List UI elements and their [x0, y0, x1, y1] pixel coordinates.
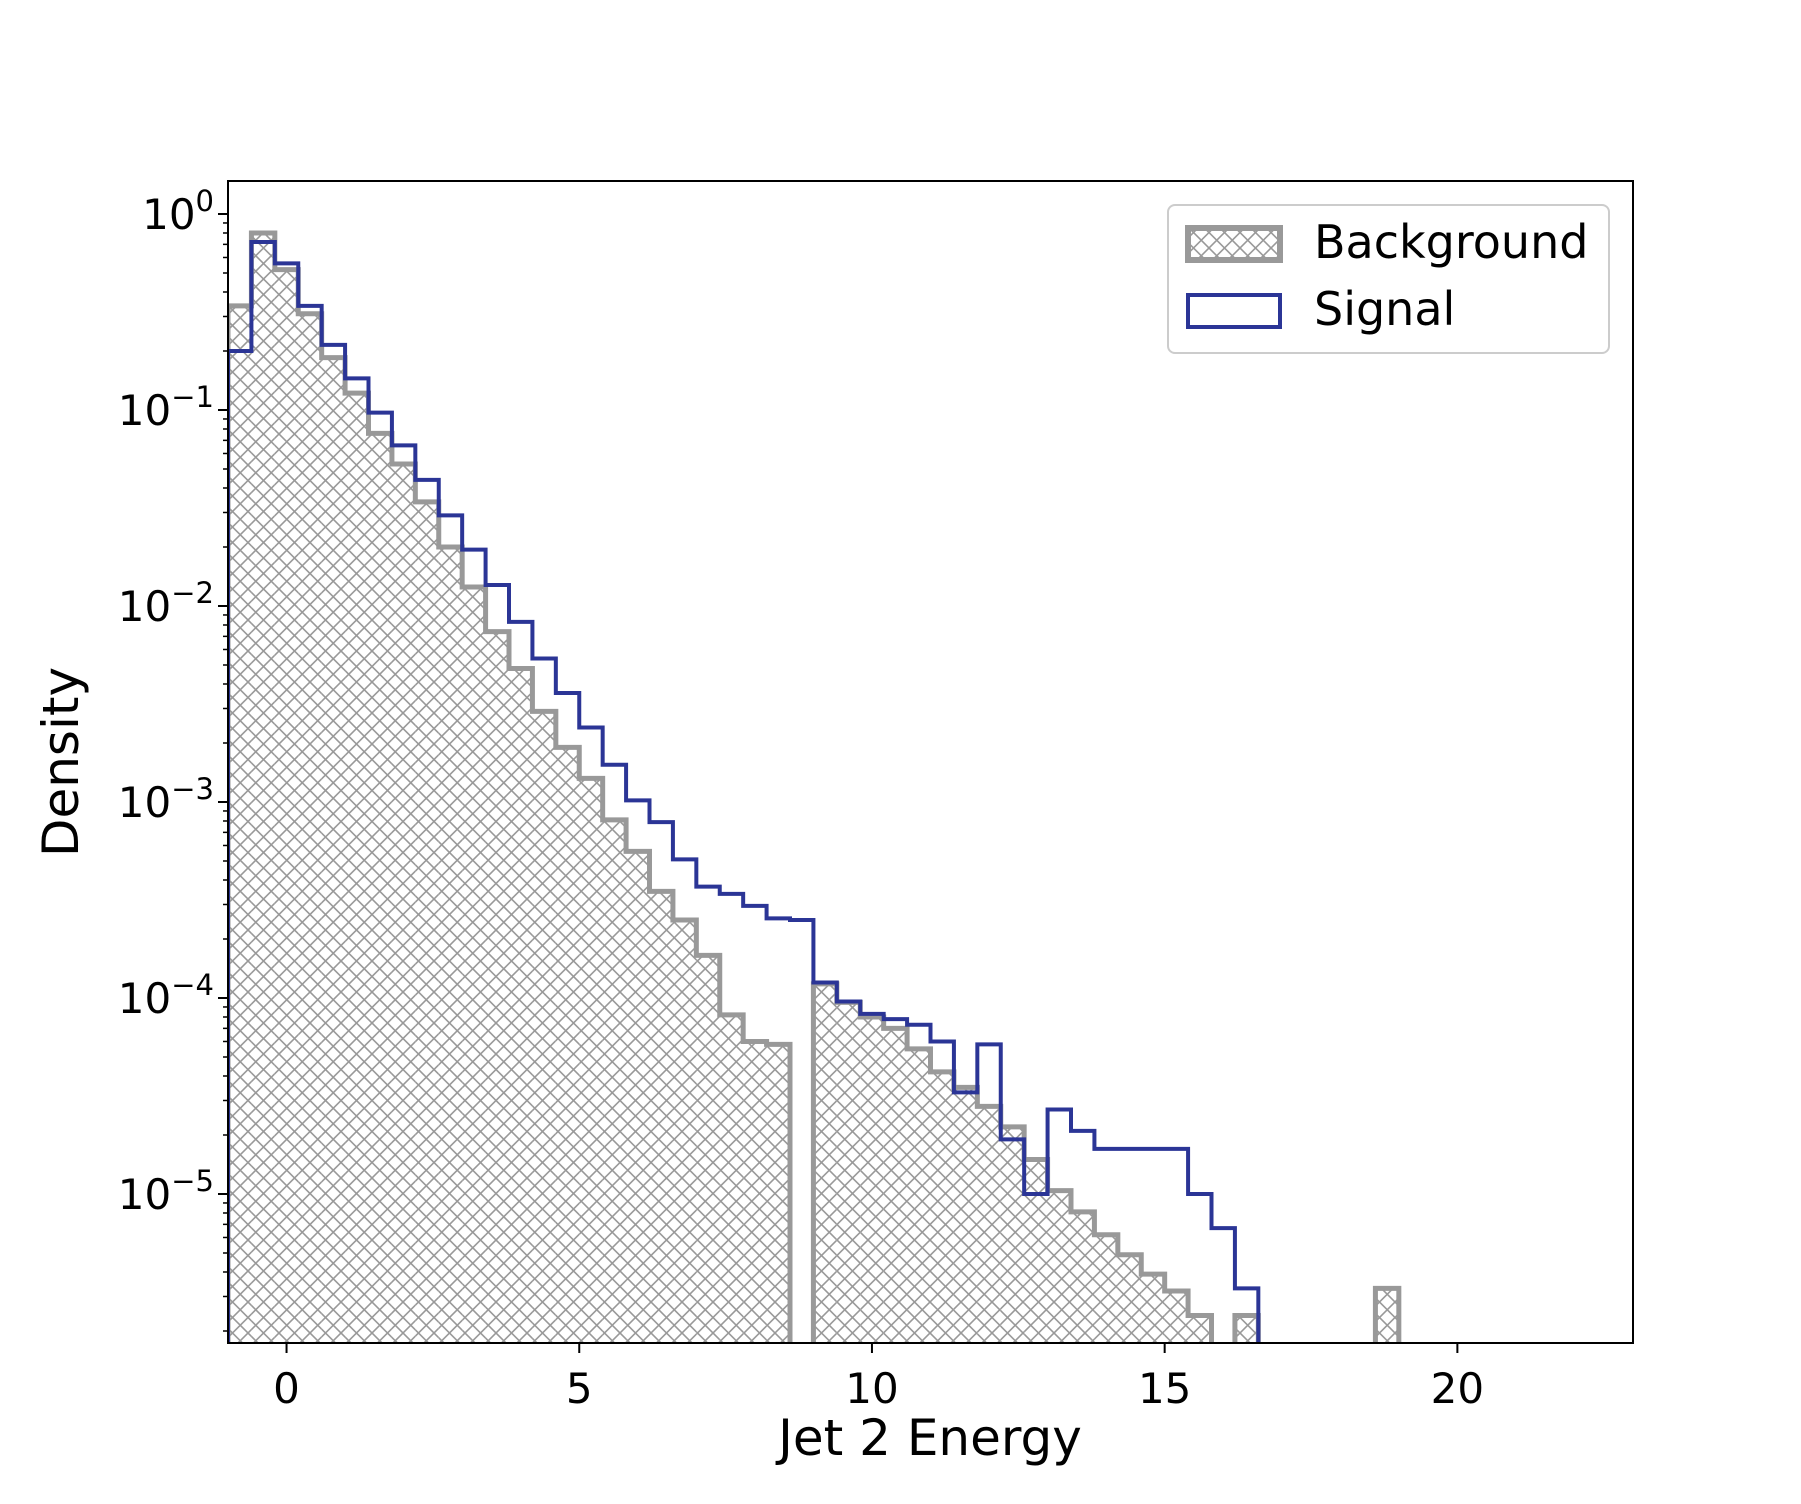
background-bar [368, 433, 392, 1343]
y-tick-label: 10−3 [118, 772, 214, 827]
x-tick-label: 0 [273, 1364, 300, 1413]
legend: Background Signal [1167, 204, 1610, 354]
background-bar [626, 851, 650, 1343]
x-tick-label: 15 [1138, 1364, 1191, 1413]
background-bar [1071, 1211, 1095, 1343]
x-tick-label: 10 [845, 1364, 898, 1413]
background-bar [438, 546, 463, 1343]
ticks-layer: 0 5 10 15 20 100 10−1 10−2 10−3 10−4 10−5 [118, 184, 1484, 1413]
background-bar [1024, 1159, 1048, 1343]
background-bar [1164, 1290, 1189, 1343]
background-bar [1117, 1254, 1142, 1343]
y-tick-label: 10−5 [118, 1164, 214, 1219]
plot-frame [227, 180, 1634, 1344]
background-bar [298, 313, 322, 1343]
series-layer [228, 230, 1402, 1343]
background-bar [579, 778, 603, 1343]
x-tick-label: 5 [566, 1364, 593, 1413]
background-bar [345, 393, 369, 1343]
background-bar [1188, 1315, 1212, 1343]
background-bar [1000, 1126, 1025, 1343]
background-bar [321, 357, 346, 1343]
background-bar [228, 305, 252, 1343]
background-bar [813, 983, 837, 1343]
y-axis-label: Density [32, 667, 90, 857]
background-bar [883, 1028, 908, 1343]
background-bar [462, 587, 486, 1343]
background-bar [1047, 1190, 1071, 1343]
background-bar [251, 232, 275, 1343]
background-bar [860, 1016, 884, 1343]
background-bar [930, 1071, 954, 1343]
legend-swatch-signal [1186, 293, 1282, 329]
y-tick-label: 10−4 [118, 968, 214, 1023]
legend-label-signal: Signal [1314, 282, 1455, 336]
background-bar [672, 920, 697, 1343]
background-bar [649, 891, 673, 1343]
y-tick-label: 100 [142, 184, 214, 239]
series-background [228, 230, 1402, 1343]
background-bar [509, 668, 533, 1343]
background-bar [953, 1087, 978, 1343]
background-bar [743, 1041, 767, 1343]
legend-swatch-background [1185, 225, 1283, 263]
x-tick-label: 20 [1431, 1364, 1484, 1413]
background-bar [415, 501, 439, 1343]
background-bar [1234, 1315, 1259, 1343]
x-axis-label: Jet 2 Energy [775, 1409, 1082, 1467]
background-bar [555, 747, 580, 1343]
background-bar [836, 1002, 861, 1343]
background-bar [766, 1044, 790, 1343]
background-bar [274, 269, 299, 1343]
background-bar [391, 464, 416, 1343]
background-bar [532, 711, 556, 1343]
background-bar [485, 631, 509, 1343]
signal-outline [228, 239, 1261, 1343]
y-tick-label: 10−2 [118, 576, 214, 631]
background-bar [1141, 1274, 1165, 1343]
legend-label-background: Background [1314, 215, 1588, 269]
background-bar [977, 1106, 1001, 1343]
background-bar [1375, 1288, 1399, 1343]
background-bar [1094, 1234, 1118, 1343]
background-bar [907, 1048, 931, 1343]
series-signal [228, 239, 1261, 1343]
background-bar [719, 1014, 744, 1343]
background-bar [602, 819, 627, 1343]
background-bar [696, 955, 720, 1343]
y-tick-label: 10−1 [118, 380, 214, 435]
